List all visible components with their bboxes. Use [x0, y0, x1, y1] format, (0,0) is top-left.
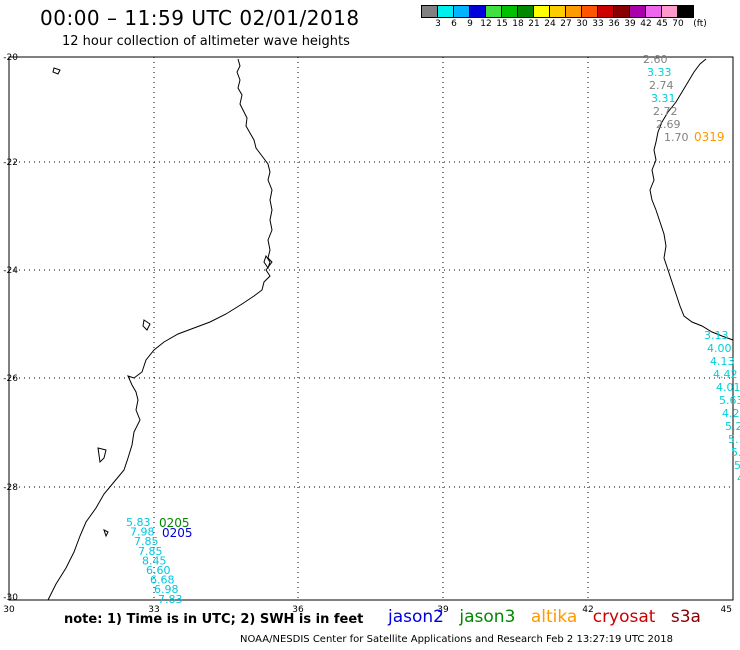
- wave-heights-northeast: 2.603.332.743.312.722.691.70: [643, 53, 689, 144]
- pass-label-altika: 0319: [694, 130, 725, 144]
- y-tick-label: -20: [3, 53, 18, 63]
- wave-height-label: 4.01: [716, 381, 740, 394]
- legend-tick-label: 24: [544, 19, 556, 29]
- wave-height-label: 1.70: [664, 131, 689, 144]
- legend-tick-label: 45: [656, 19, 668, 29]
- legend-tick-label: 12: [480, 19, 492, 29]
- map-title: 00:00 – 11:59 UTC 02/01/2018: [40, 6, 360, 30]
- legend-tick-label: 70: [672, 19, 684, 29]
- legend-tick-label: 33: [592, 19, 604, 29]
- legend-tick-label: 30: [576, 19, 588, 29]
- x-tick-label: 45: [721, 605, 732, 615]
- wave-height-label: 8.45: [142, 554, 167, 567]
- wave-height-label: 6.68: [150, 574, 175, 587]
- wave-height-label: 7.83: [158, 593, 183, 606]
- wave-height-label: 6.60: [146, 564, 171, 577]
- x-tick-label: 30: [3, 605, 15, 615]
- credit-line: NOAA/NESDIS Center for Satellite Applica…: [240, 634, 673, 645]
- wave-height-label: 7.85: [134, 535, 159, 548]
- lake-marker: [52, 67, 61, 75]
- y-tick-label: -30: [3, 593, 18, 603]
- x-tick-label: 39: [437, 605, 449, 615]
- map-subtitle: 12 hour collection of altimeter wave hei…: [62, 34, 350, 49]
- x-tick-label: 36: [292, 605, 304, 615]
- wave-height-label: 5.63: [719, 394, 740, 407]
- wave-height-label: 3.13: [704, 329, 729, 342]
- wave-height-label: 5.83: [126, 516, 151, 529]
- satellite-cryosat: cryosat: [592, 607, 656, 627]
- wave-height-label: 3.33: [647, 66, 672, 79]
- lake-marker-2: [97, 447, 107, 464]
- wave-heights-southwest: 5.837.987.857.858.456.606.686.987.83: [126, 516, 183, 606]
- wave-height-label: 5.: [734, 459, 740, 472]
- wave-height-label: 5.: [731, 446, 740, 459]
- wave-height-label: 4.42: [713, 368, 738, 381]
- wave-height-label: 5.2: [725, 420, 740, 433]
- bazaruto-island: [263, 254, 271, 270]
- wave-height-label: 2.69: [656, 118, 681, 131]
- grid-lines: [9, 57, 733, 600]
- satellite-altika: altika: [530, 607, 578, 627]
- legend-tick-label: 42: [640, 19, 652, 29]
- x-tick-label: 33: [148, 605, 159, 615]
- legend-tick-label: 6: [451, 19, 457, 29]
- wave-height-label: 4: [737, 472, 740, 485]
- satellite-jason2: jason2: [388, 607, 444, 627]
- wave-height-label: 2.60: [643, 53, 668, 66]
- legend-tick-label: 3: [435, 19, 441, 29]
- legend-unit: (ft): [693, 19, 707, 29]
- y-tick-label: -22: [3, 158, 18, 168]
- y-tick-label: -26: [3, 374, 18, 384]
- legend-tick-label: 21: [528, 19, 540, 29]
- legend-ticks: 3 6 9 12 15 18 21 24 27 30 33 36 39 42 45 70 (ft): [422, 18, 707, 32]
- wave-height-label: 4.27: [722, 407, 740, 420]
- legend-swatches: [421, 5, 694, 18]
- wave-height-label: 7.98: [130, 526, 155, 539]
- legend-tick-label: 39: [624, 19, 636, 29]
- legend-tick-label: 15: [496, 19, 508, 29]
- lake-marker-3: [103, 529, 109, 538]
- satellite-legend: jason2 jason3 altika cryosat s3a: [388, 607, 711, 627]
- satellite-s3a: s3a: [670, 607, 701, 627]
- wave-height-label: 6.98: [154, 583, 179, 596]
- legend-tick-label: 36: [608, 19, 620, 29]
- legend-tick-label: 9: [467, 19, 473, 29]
- y-axis-labels: -20 -22 -24 -26 -28 -30: [3, 53, 18, 603]
- wave-height-label: 4.13: [710, 355, 735, 368]
- pass-label-jason2: 0205: [162, 526, 193, 540]
- wave-height-label: 3.31: [651, 92, 676, 105]
- legend-swatch: [677, 5, 694, 18]
- footnote: note: 1) Time is in UTC; 2) SWH is in fe…: [64, 612, 364, 627]
- color-legend: 3 6 9 12 15 18 21 24 27 30 33 36 39 42 45 70 (ft): [421, 5, 707, 32]
- legend-tick-label: 27: [560, 19, 572, 29]
- pass-label-jason3: 0205: [159, 516, 190, 530]
- wave-heights-east: 3.134.004.134.424.015.634.275.25.15.5.4: [704, 329, 740, 485]
- inhaca-island: [142, 319, 151, 331]
- wave-height-label: 4.00: [707, 342, 732, 355]
- x-tick-label: 42: [582, 605, 593, 615]
- wave-height-label: 2.72: [653, 105, 678, 118]
- coastline-madagascar: [649, 58, 734, 341]
- satellite-jason3: jason3: [459, 607, 516, 627]
- y-tick-label: -24: [3, 266, 18, 276]
- coastline-mozambique: [47, 58, 273, 601]
- map-frame: [8, 56, 734, 601]
- wave-height-label: 7.85: [138, 545, 163, 558]
- wave-height-label: 2.74: [649, 79, 674, 92]
- x-axis-labels: 30 33 36 39 42 45: [3, 605, 732, 615]
- y-tick-label: -28: [3, 483, 18, 493]
- legend-tick-label: 18: [512, 19, 524, 29]
- wave-height-label: 5.1: [728, 433, 740, 446]
